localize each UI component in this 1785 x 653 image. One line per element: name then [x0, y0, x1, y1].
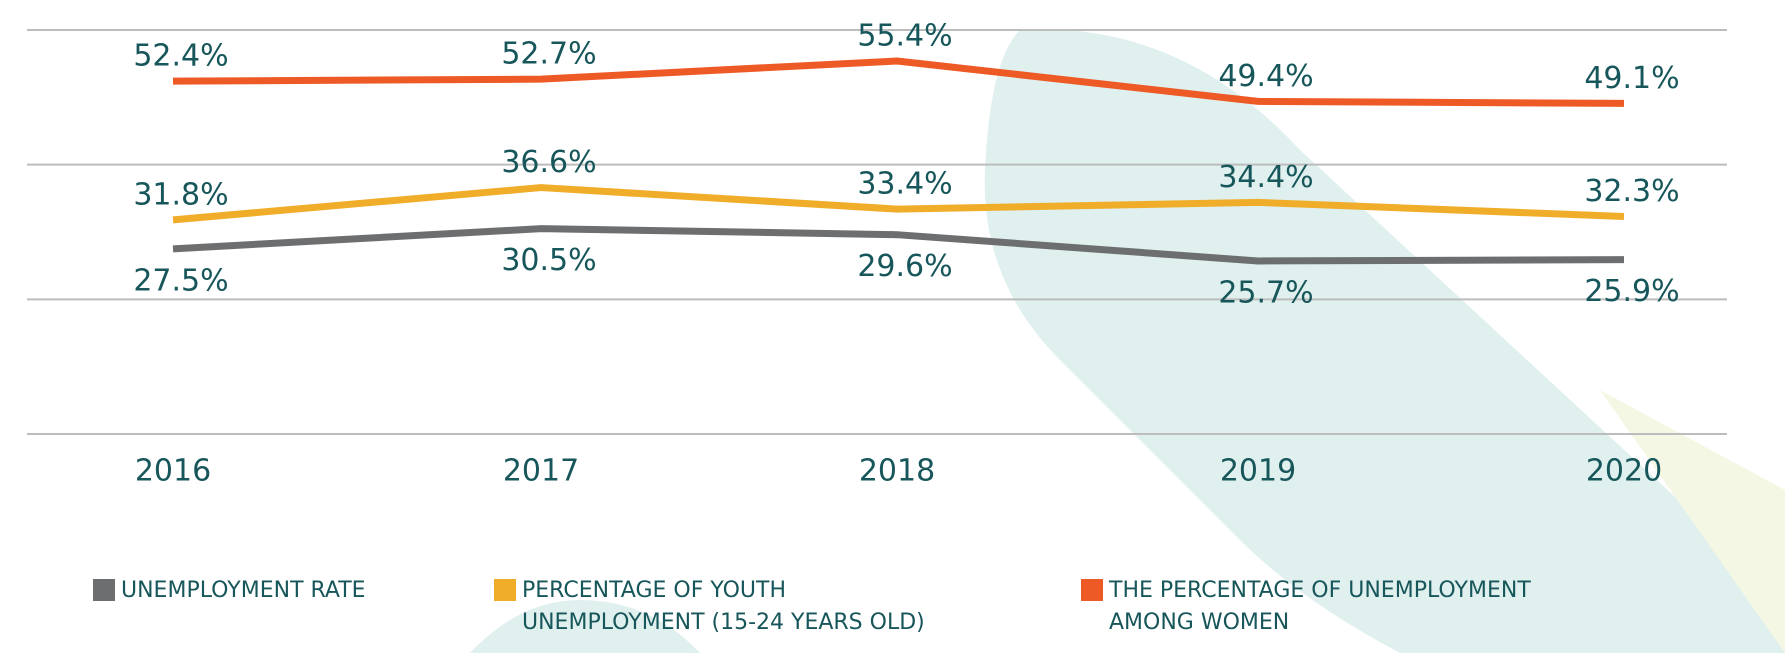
legend-label: THE PERCENTAGE OF UNEMPLOYMENT AMONG WOM… [1109, 575, 1549, 639]
data-label: 25.7% [1218, 275, 1313, 310]
data-label: 55.4% [857, 18, 952, 53]
data-label: 32.3% [1584, 174, 1679, 209]
data-label: 31.8% [133, 177, 228, 212]
data-label: 52.7% [501, 37, 596, 72]
data-label: 34.4% [1218, 160, 1313, 195]
legend-swatch [494, 579, 516, 601]
x-tick-label: 2019 [1220, 454, 1296, 489]
x-tick-label: 2018 [859, 454, 935, 489]
chart: 2016 2017 2018 2019 2020 27.5% 30.5% 29.6% 25.7%… [0, 0, 1785, 653]
data-label: 30.5% [501, 243, 596, 278]
series-line [173, 61, 1624, 103]
data-label: 29.6% [857, 249, 952, 284]
legend-item: PERCENTAGE OF YOUTH UNEMPLOYMENT (15-24 … [494, 575, 962, 639]
legend-swatch [93, 579, 115, 601]
data-label: 27.5% [133, 263, 228, 298]
data-label: 36.6% [501, 145, 596, 180]
data-label: 25.9% [1584, 274, 1679, 309]
background-shape [985, 29, 1785, 653]
x-tick-label: 2016 [135, 454, 211, 489]
data-label: 33.4% [857, 167, 952, 202]
x-tick-label: 2020 [1586, 454, 1662, 489]
legend-item: THE PERCENTAGE OF UNEMPLOYMENT AMONG WOM… [1081, 575, 1549, 639]
x-tick-label: 2017 [503, 454, 579, 489]
legend-swatch [1081, 579, 1103, 601]
page: 2016 2017 2018 2019 2020 27.5% 30.5% 29.6% 25.7%… [0, 0, 1785, 653]
data-label: 49.1% [1584, 61, 1679, 96]
legend-item: UNEMPLOYMENT RATE [93, 575, 561, 607]
data-label: 49.4% [1218, 59, 1313, 94]
legend-label: PERCENTAGE OF YOUTH UNEMPLOYMENT (15-24 … [522, 575, 962, 639]
data-label: 52.4% [133, 39, 228, 74]
